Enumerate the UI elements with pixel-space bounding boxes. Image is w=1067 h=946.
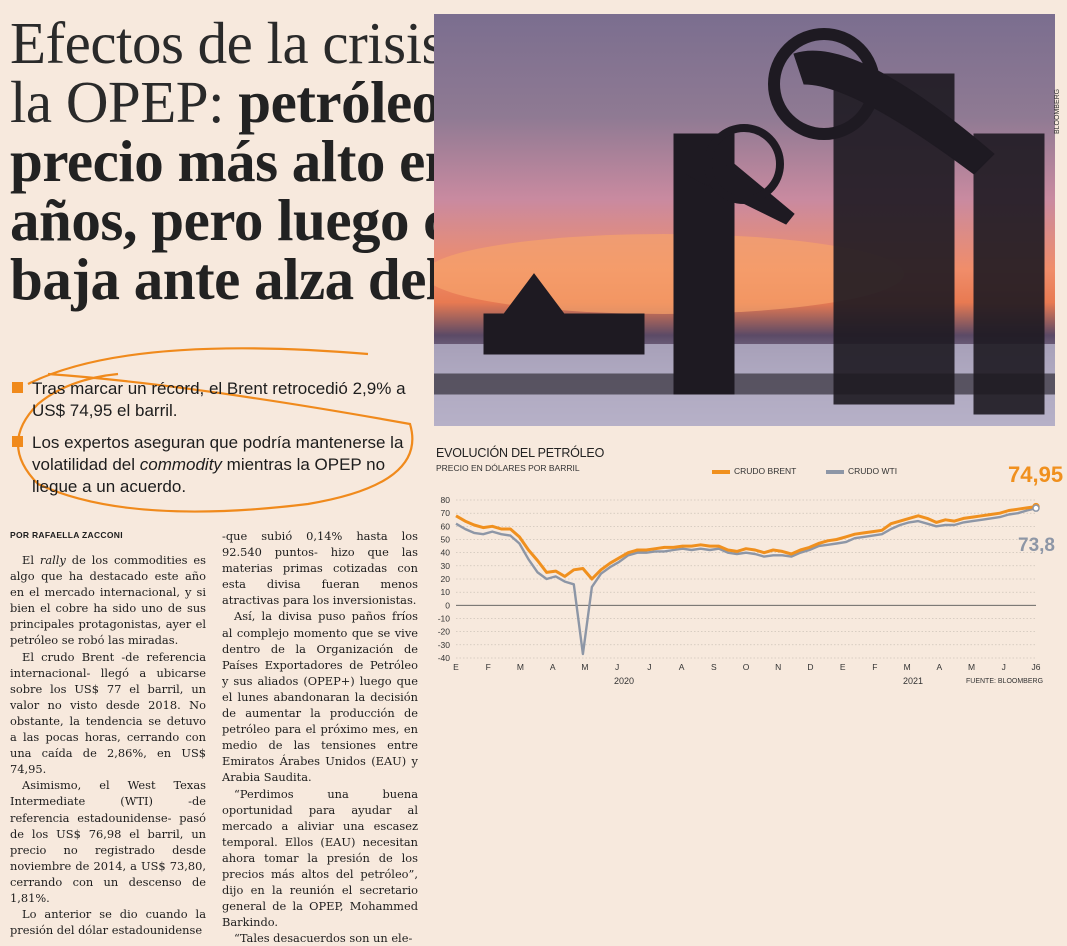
chart-subtitle: PRECIO EN DÓLARES POR BARRIL <box>436 463 580 473</box>
p1-before: El <box>22 553 40 567</box>
y-tick-label: -10 <box>438 614 451 624</box>
wti-end-value: 73,8 <box>1018 535 1055 556</box>
byline: POR RAFAELLA ZACCONI <box>10 530 123 540</box>
highlight-item: Tras marcar un récord, el Brent retroced… <box>12 378 412 422</box>
highlight-text-before: Los expertos aseguran que podría mantene… <box>32 433 404 474</box>
x-tick-label: M <box>517 662 524 672</box>
article-paragraph: Así, la divisa puso paños fríos al compl… <box>222 609 418 785</box>
x-tick-label: E <box>453 662 459 672</box>
article-paragraph: Lo anterior se dio cuando la presión del… <box>10 907 206 938</box>
highlight-emphasis: commodity <box>139 455 222 474</box>
x-tick-label: N <box>775 662 781 672</box>
p1-after: de los commodities es algo que ha destac… <box>10 553 206 648</box>
article-paragraph: El rally de los commodities es algo que … <box>10 552 206 649</box>
legend-wti: CRUDO WTI <box>826 466 897 476</box>
highlight-text-after: mientras la OPEP no llegue a un acuerdo. <box>32 455 386 496</box>
p1-emphasis: rally <box>39 553 66 567</box>
x-tick-label: S <box>711 662 717 672</box>
wti-line <box>455 507 1037 656</box>
legend-swatch-brent <box>712 469 730 474</box>
y-tick-label: -40 <box>438 653 451 663</box>
year-label-2021: 2021 <box>903 676 924 686</box>
legend-label-brent: CRUDO BRENT <box>734 466 797 476</box>
legend-label-wti: CRUDO WTI <box>848 466 898 476</box>
bullet-square-icon <box>12 382 23 393</box>
article-paragraph: “Perdimos una buena oportunidad para ayu… <box>222 786 418 930</box>
article-paragraph: Asimismo, el West Texas Intermediate (WT… <box>10 778 206 905</box>
x-tick-label: A <box>679 662 685 672</box>
y-tick-label: 50 <box>441 535 451 545</box>
year-label-2020: 2020 <box>614 676 635 686</box>
highlights: Tras marcar un récord, el Brent retroced… <box>12 378 412 508</box>
highlight-text: Tras marcar un récord, el Brent retroced… <box>32 379 406 420</box>
brent-end-value: 74,95 <box>1008 462 1064 487</box>
y-tick-label: -20 <box>438 627 451 637</box>
x-tick-label: A <box>936 662 942 672</box>
y-tick-label: -30 <box>438 640 451 650</box>
article-paragraph: -que subió 0,14% hasta los 92.540 puntos… <box>222 529 418 608</box>
y-tick-label: 80 <box>441 495 451 505</box>
y-tick-label: 20 <box>441 574 451 584</box>
chart-source: FUENTE: BLOOMBERG <box>966 678 1044 685</box>
x-tick-label: M <box>581 662 588 672</box>
x-tick-label: F <box>872 662 877 672</box>
y-tick-label: 40 <box>441 548 451 558</box>
x-tick-label: J <box>615 662 619 672</box>
article-paragraph: El crudo Brent -de referencia internacio… <box>10 649 206 777</box>
y-tick-label: 0 <box>445 600 450 610</box>
x-tick-label: J6 <box>1032 662 1041 672</box>
x-tick-label: O <box>743 662 750 672</box>
highlight-item: Los expertos aseguran que podría mantene… <box>12 432 412 498</box>
x-tick-label: A <box>550 662 556 672</box>
article-paragraph: “Tales desacuerdos son un ele- <box>234 931 413 946</box>
y-tick-label: 70 <box>441 508 451 518</box>
x-tick-label: J <box>647 662 651 672</box>
brent-line <box>455 505 1037 581</box>
y-tick-label: 10 <box>441 587 451 597</box>
photo-credit: BLOOMBERG <box>1054 88 1061 134</box>
x-tick-label: D <box>807 662 813 672</box>
chart-title: EVOLUCIÓN DEL PETRÓLEO <box>436 446 605 460</box>
legend-brent: CRUDO BRENT <box>712 466 796 476</box>
wti-end-point <box>1032 504 1040 512</box>
x-tick-label: E <box>840 662 846 672</box>
oil-pumpjacks-photo <box>434 14 1055 426</box>
x-tick-label: M <box>904 662 911 672</box>
x-tick-label: F <box>486 662 491 672</box>
legend-swatch-wti <box>826 469 844 474</box>
x-tick-label: M <box>968 662 975 672</box>
y-tick-label: 30 <box>441 561 451 571</box>
article-column-2: -que subió 0,14% hasta los 92.540 puntos… <box>222 528 418 946</box>
bullet-square-icon <box>12 436 23 447</box>
hand-drawn-circle-mark <box>17 347 414 513</box>
article-column-1: El rally de los commodities es algo que … <box>10 552 206 938</box>
x-tick-label: J <box>1002 662 1006 672</box>
y-tick-label: 60 <box>441 521 451 531</box>
